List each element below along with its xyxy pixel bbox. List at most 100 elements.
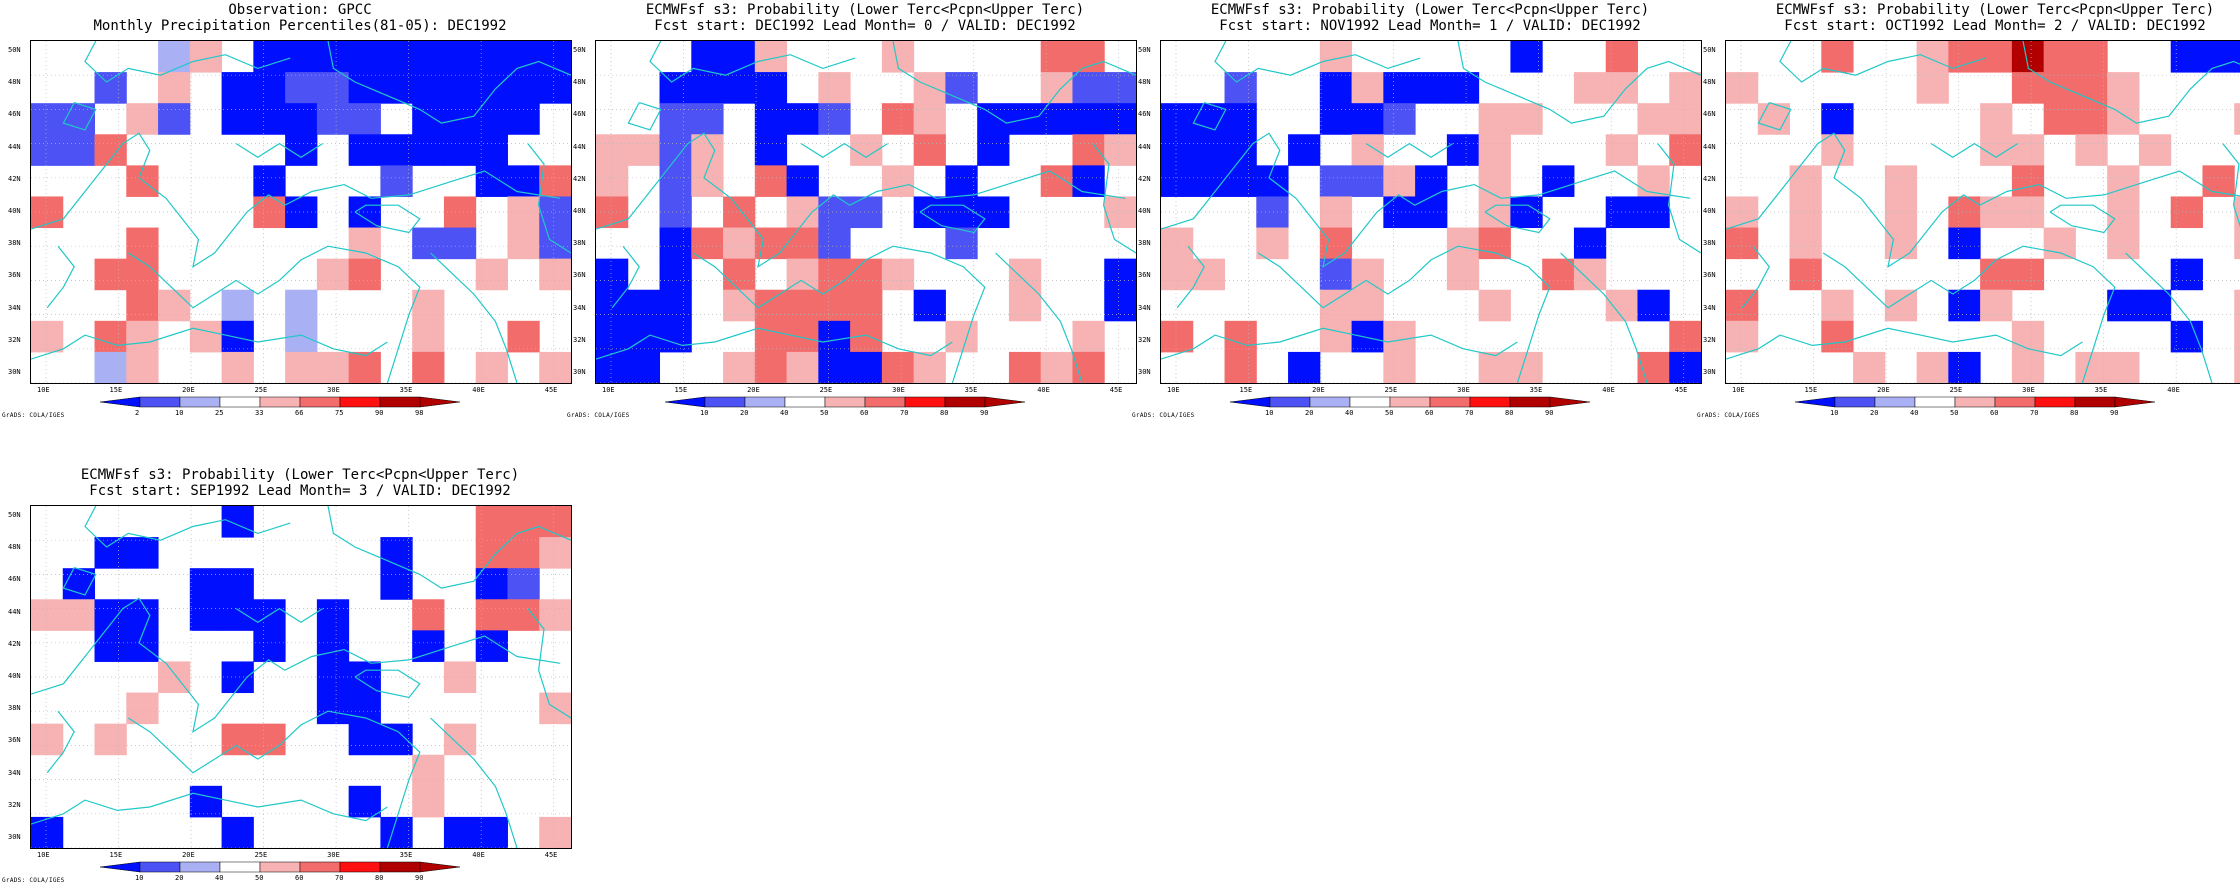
grid-cell	[755, 165, 787, 197]
grid-cell	[691, 41, 723, 73]
grid-cell	[2075, 134, 2107, 166]
grid-cell	[444, 134, 476, 166]
grid-cell	[882, 259, 914, 291]
grid-cell	[507, 41, 539, 73]
colorbar-segment	[1390, 397, 1430, 407]
grid-cell	[787, 321, 819, 353]
colorbar-segment	[1795, 397, 1835, 407]
grid-cell	[596, 165, 628, 197]
latitude-tick-label: 50N	[573, 46, 586, 54]
colorbar-segment	[1550, 397, 1590, 407]
grid-cell	[1225, 165, 1257, 197]
latitude-tick-label: 46N	[573, 110, 586, 118]
grid-cell	[1041, 41, 1073, 73]
grid-cell	[1193, 259, 1225, 291]
colorbar-segment	[1915, 397, 1955, 407]
latitude-tick-label: 38N	[8, 239, 21, 247]
grid-cell	[2139, 134, 2171, 166]
grid-cell	[412, 321, 444, 353]
latitude-tick-label: 46N	[1703, 110, 1716, 118]
grid-cell	[349, 693, 381, 725]
latitude-tick-label: 32N	[1138, 336, 1151, 344]
grid-cell	[2012, 134, 2044, 166]
longitude-tick-label: 15E	[675, 386, 688, 394]
grid-cell	[412, 352, 444, 383]
colorbar-label: 50	[1950, 409, 1958, 417]
grid-cell	[158, 290, 190, 322]
latitude-tick-label: 30N	[1138, 368, 1151, 376]
grid-cell	[222, 568, 254, 600]
grid-cell	[349, 134, 381, 166]
grid-cell	[882, 352, 914, 383]
map-canvas	[31, 41, 571, 383]
grid-cell	[2107, 352, 2139, 383]
colorbar-label: 10	[135, 874, 143, 882]
grid-cell	[95, 537, 127, 569]
latitude-tick-label: 40N	[573, 207, 586, 215]
longitude-tick-label: 40E	[1037, 386, 1050, 394]
colorbar-label: 10	[700, 409, 708, 417]
colorbar-label: 80	[940, 409, 948, 417]
grid-cell	[850, 259, 882, 291]
colorbar-segment	[1430, 397, 1470, 407]
grid-cell	[539, 817, 571, 848]
grid-cell	[222, 103, 254, 135]
latitude-tick-label: 42N	[8, 640, 21, 648]
grid-cell	[1320, 72, 1352, 104]
grid-cell	[349, 786, 381, 818]
grid-cell	[158, 72, 190, 104]
grid-cell	[222, 352, 254, 383]
latitude-tick-label: 46N	[8, 110, 21, 118]
grid-cell	[349, 661, 381, 693]
longitude-tick-label: 30E	[2022, 386, 2035, 394]
grid-cell	[1885, 165, 1917, 197]
latitude-tick-label: 34N	[1138, 304, 1151, 312]
grid-cell	[787, 290, 819, 322]
colorbar-segment	[340, 397, 380, 407]
latitude-tick-label: 36N	[573, 271, 586, 279]
colorbar-label: 60	[860, 409, 868, 417]
grid-cell	[1161, 134, 1193, 166]
grid-cell	[317, 352, 349, 383]
grid-cell	[380, 724, 412, 756]
grid-cell	[2012, 321, 2044, 353]
panel-title: Observation: GPCC	[30, 2, 570, 18]
latitude-tick-label: 40N	[8, 207, 21, 215]
colorbar-segment	[2075, 397, 2115, 407]
longitude-tick-label: 15E	[110, 386, 123, 394]
grid-cell	[444, 228, 476, 260]
grid-cell	[2075, 352, 2107, 383]
longitude-tick-label: 10E	[1732, 386, 1745, 394]
grid-cell	[1821, 321, 1853, 353]
grid-cell	[126, 103, 158, 135]
grid-cell	[1980, 103, 2012, 135]
grid-cell	[285, 196, 317, 228]
grid-cell	[1383, 352, 1415, 383]
longitude-tick-label: 30E	[327, 851, 340, 859]
latitude-tick-label: 38N	[1138, 239, 1151, 247]
grid-cell	[1917, 352, 1949, 383]
grid-cell	[1790, 259, 1822, 291]
grid-cell	[596, 134, 628, 166]
longitude-tick-label: 35E	[1530, 386, 1543, 394]
grid-cell	[755, 290, 787, 322]
colorbar-label: 70	[335, 874, 343, 882]
colorbar-segment	[180, 862, 220, 872]
latitude-tick-label: 48N	[8, 78, 21, 86]
grid-cell	[2107, 72, 2139, 104]
grid-cell	[317, 259, 349, 291]
grid-cell	[1726, 228, 1758, 260]
colorbar-segment	[1310, 397, 1350, 407]
grid-cell	[660, 321, 692, 353]
latitude-tick-label: 36N	[1703, 271, 1716, 279]
colorbar-segment	[1510, 397, 1550, 407]
latitude-tick-label: 44N	[8, 608, 21, 616]
colorbar-label: 20	[175, 874, 183, 882]
grid-cell	[1161, 165, 1193, 197]
grid-cell	[1193, 134, 1225, 166]
grid-cell	[444, 724, 476, 756]
panel-title: ECMWFsf s3: Probability (Lower Terc<Pcpn…	[30, 467, 570, 483]
grid-cell	[2139, 290, 2171, 322]
grid-cell	[628, 352, 660, 383]
grid-cell	[412, 228, 444, 260]
